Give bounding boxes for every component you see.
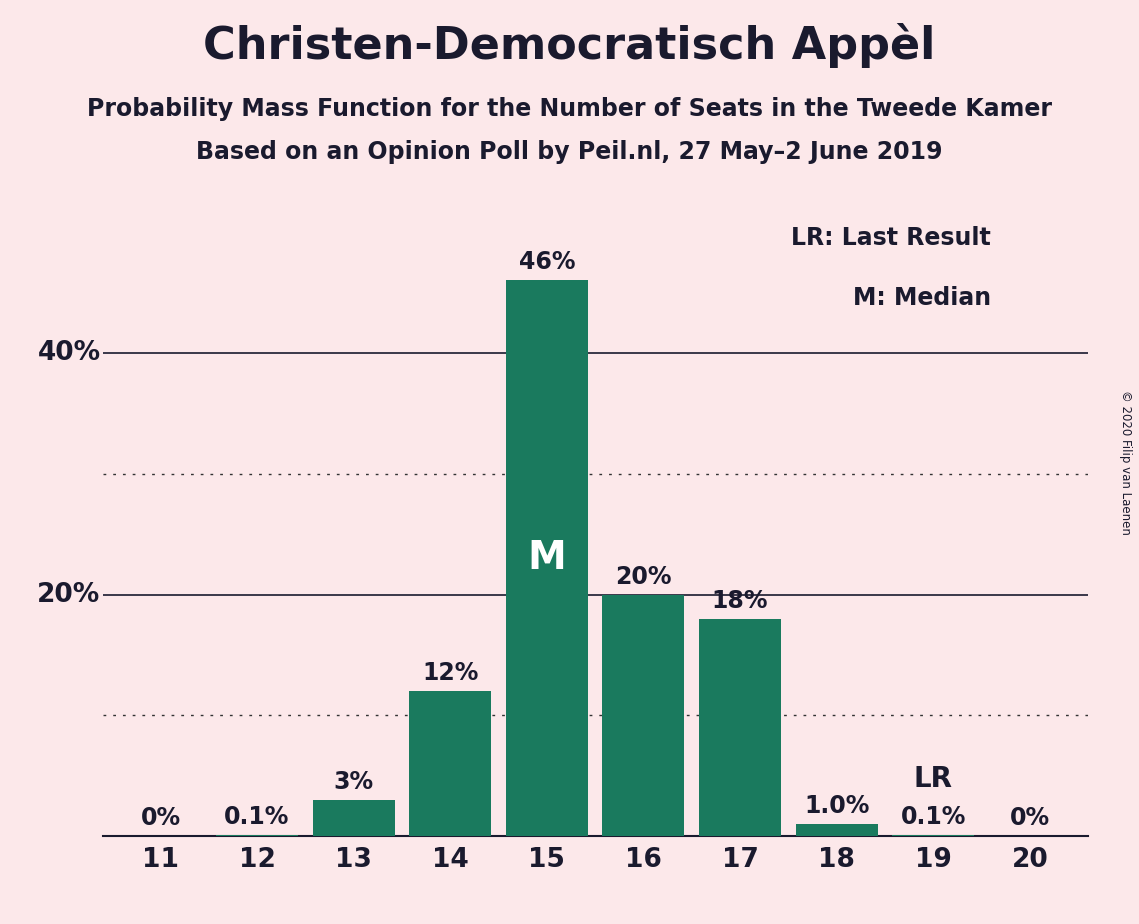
Text: Christen-Democratisch Appèl: Christen-Democratisch Appèl xyxy=(204,23,935,68)
Text: 0.1%: 0.1% xyxy=(901,805,966,829)
Bar xyxy=(216,835,298,836)
Text: 12%: 12% xyxy=(423,662,478,686)
Bar xyxy=(795,824,878,836)
Text: 3%: 3% xyxy=(334,770,374,794)
Text: 20%: 20% xyxy=(615,565,672,589)
Bar xyxy=(603,594,685,836)
Text: 18%: 18% xyxy=(712,589,769,613)
Bar xyxy=(506,280,588,836)
Text: 0.1%: 0.1% xyxy=(224,805,289,829)
Text: M: M xyxy=(527,540,566,578)
Text: 0%: 0% xyxy=(140,806,180,830)
Text: M: Median: M: Median xyxy=(853,286,991,310)
Bar xyxy=(312,800,395,836)
Bar xyxy=(409,691,491,836)
Text: 40%: 40% xyxy=(38,340,100,366)
Text: Probability Mass Function for the Number of Seats in the Tweede Kamer: Probability Mass Function for the Number… xyxy=(87,97,1052,121)
Text: © 2020 Filip van Laenen: © 2020 Filip van Laenen xyxy=(1118,390,1132,534)
Bar xyxy=(699,619,781,836)
Text: 0%: 0% xyxy=(1010,806,1050,830)
Text: Based on an Opinion Poll by Peil.nl, 27 May–2 June 2019: Based on an Opinion Poll by Peil.nl, 27 … xyxy=(196,140,943,164)
Text: LR: Last Result: LR: Last Result xyxy=(792,226,991,250)
Text: 46%: 46% xyxy=(518,250,575,274)
Text: 20%: 20% xyxy=(38,581,100,608)
Text: 1.0%: 1.0% xyxy=(804,794,869,818)
Text: LR: LR xyxy=(913,765,952,793)
Bar xyxy=(892,835,974,836)
